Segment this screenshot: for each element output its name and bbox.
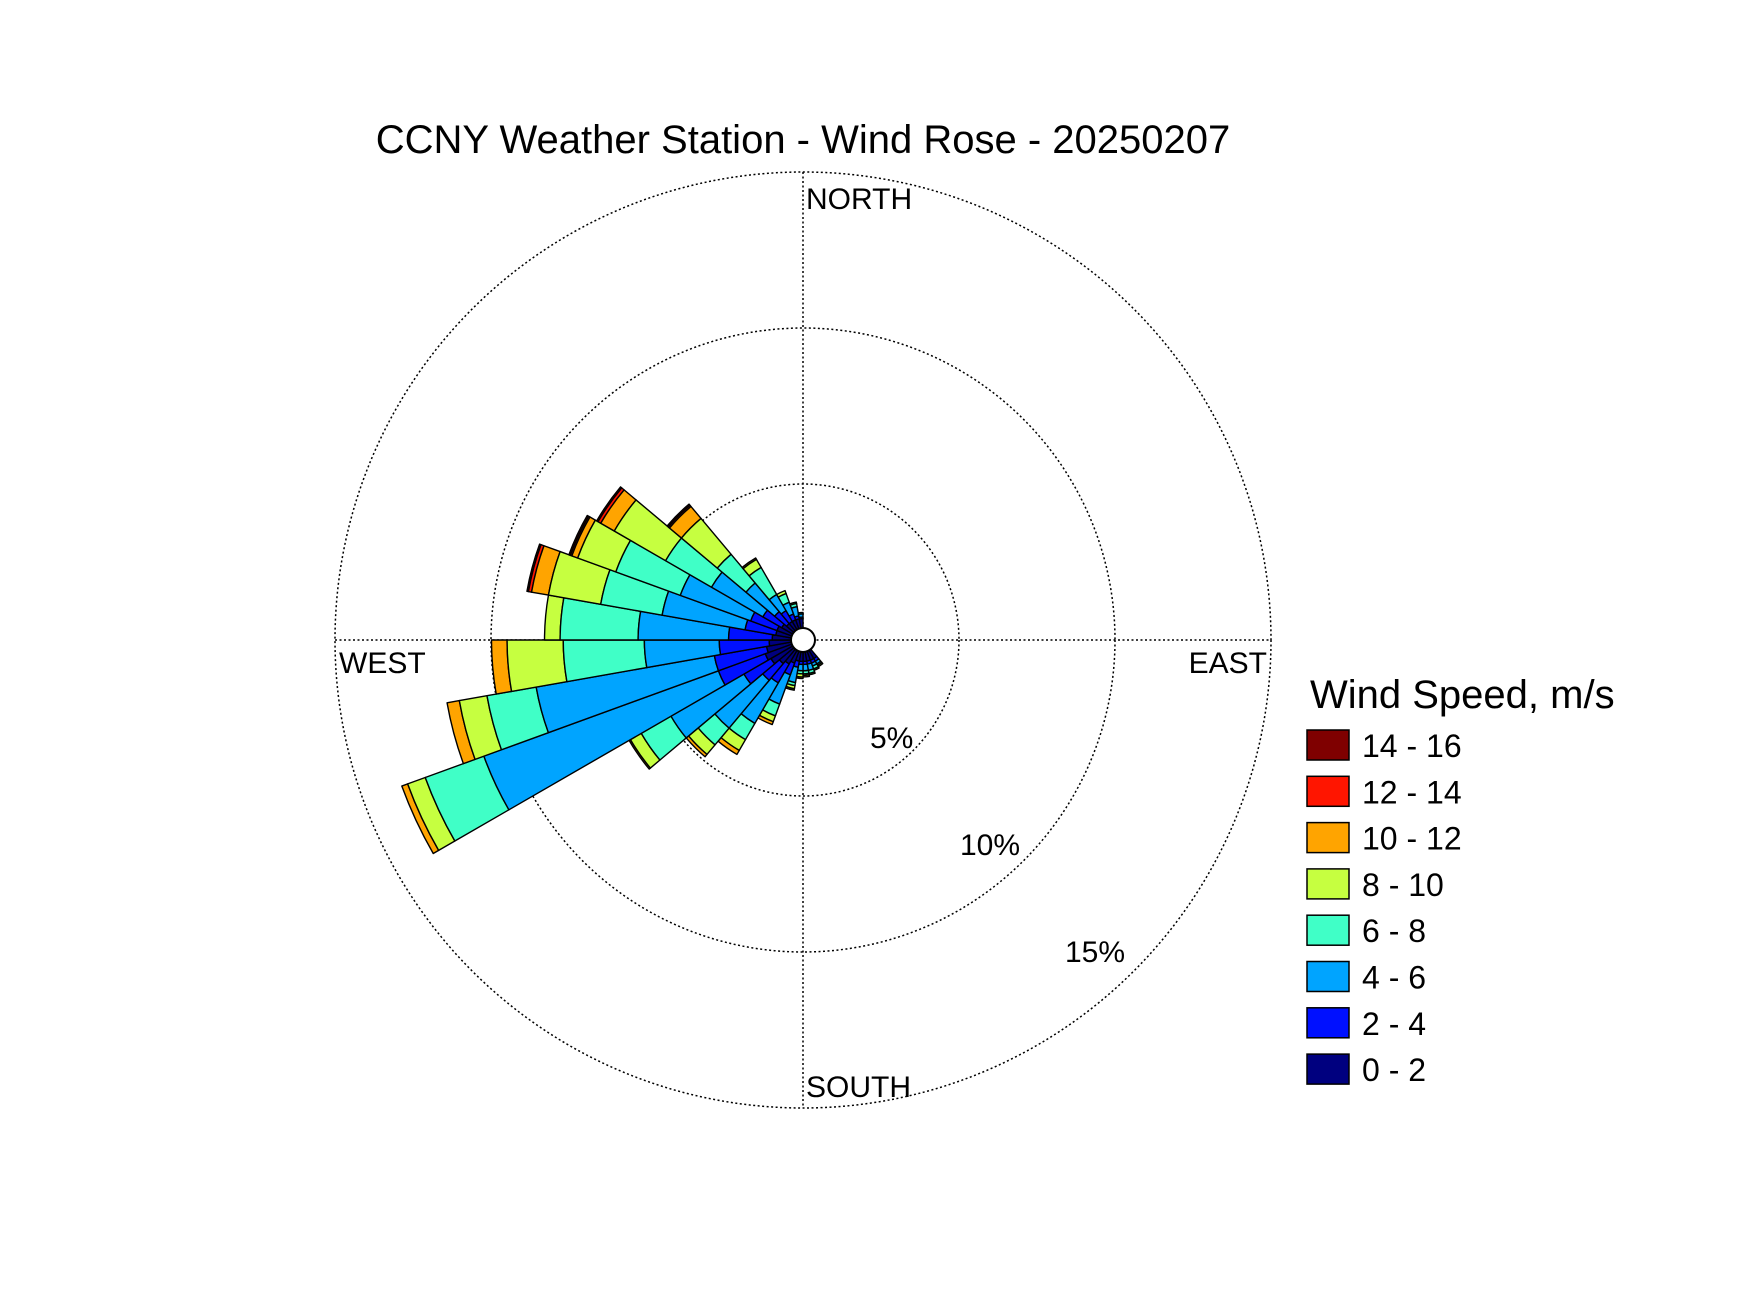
legend-label-2: 4 - 6 [1362, 960, 1426, 996]
ring-label-15: 15% [1065, 936, 1125, 969]
legend-swatch-1 [1306, 1007, 1350, 1039]
legend-label-5: 10 - 12 [1362, 821, 1462, 857]
direction-label-west: WEST [339, 647, 426, 680]
direction-label-north: NORTH [806, 183, 912, 216]
sector-265-bin-4 [506, 639, 568, 693]
direction-label-south: SOUTH [806, 1071, 911, 1104]
chart-title: CCNY Weather Station - Wind Rose - 20250… [376, 118, 1231, 162]
legend-label-3: 6 - 8 [1362, 913, 1426, 949]
legend-label-0: 0 - 2 [1362, 1052, 1426, 1088]
ring-label-10: 10% [960, 829, 1020, 862]
legend-swatch-0 [1306, 1053, 1350, 1085]
legend-swatch-3 [1306, 914, 1350, 946]
legend-label-6: 12 - 14 [1362, 774, 1462, 810]
legend-title: Wind Speed, m/s [1310, 673, 1615, 717]
center-calm-circle [790, 627, 816, 653]
legend-label-4: 8 - 10 [1362, 867, 1444, 903]
wind-sectors [401, 486, 824, 855]
legend-swatch-4 [1306, 868, 1350, 900]
legend-swatch-5 [1306, 821, 1350, 854]
legend-swatch-2 [1306, 960, 1350, 993]
direction-label-east: EAST [1189, 647, 1267, 680]
legend: 14 - 16 12 - 14 10 - 12 8 - 10 6 - 8 4 - 6 2 -… [1306, 728, 1462, 1088]
legend-label-1: 2 - 4 [1362, 1006, 1426, 1042]
legend-swatch-6 [1306, 775, 1350, 808]
legend-label-7: 14 - 16 [1362, 728, 1462, 764]
ring-label-5: 5% [870, 722, 913, 755]
legend-swatch-7 [1306, 729, 1350, 761]
